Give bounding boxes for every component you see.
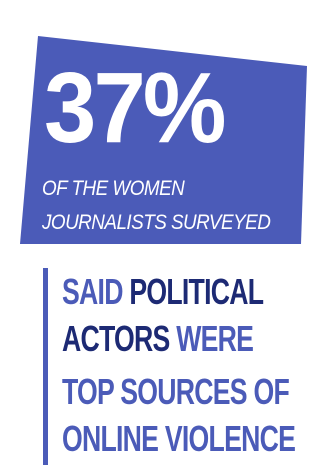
stat-caption-line-1: OF THE WOMEN — [42, 177, 185, 200]
statement-line-4: ONLINE VIOLENCE — [62, 418, 296, 459]
stat-caption-line-2: JOURNALISTS SURVEYED — [42, 211, 271, 234]
accent-bar — [43, 268, 48, 465]
statement-highlight-actors: ACTORS — [62, 318, 170, 359]
stat-panel-shape — [20, 36, 307, 244]
statement-line-2: ACTORS WERE — [62, 318, 254, 360]
statement-word-were: WERE — [169, 318, 254, 359]
statement-word-said: SAID — [62, 271, 130, 312]
stat-percentage: 37% — [44, 52, 227, 164]
statement-line-3: TOP SOURCES OF — [62, 371, 290, 412]
statement-line-1: SAID POLITICAL — [62, 271, 264, 313]
statement-highlight-political: POLITICAL — [129, 271, 264, 312]
